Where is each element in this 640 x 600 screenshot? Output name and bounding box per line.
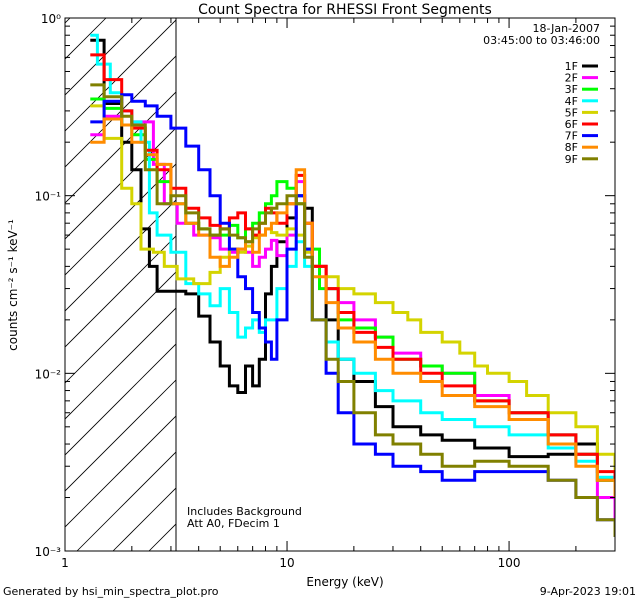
series-layer	[90, 33, 615, 537]
hatch-line	[65, 19, 176, 132]
hatch-line	[65, 307, 176, 420]
legend-label-6f: 6F	[565, 118, 578, 131]
annotation-attenuator: Att A0, FDecim 1	[187, 517, 280, 530]
legend-label-9f: 9F	[565, 153, 578, 166]
plot-frame	[64, 17, 616, 552]
chart-title: Count Spectra for RHESSI Front Segments	[198, 2, 492, 18]
y-tick-label: 10⁻³	[35, 545, 62, 559]
hatch-line	[65, 91, 176, 204]
legend-label-3f: 3F	[565, 83, 578, 96]
hatch-line	[65, 415, 176, 528]
x-axis-label: Energy (keV)	[306, 575, 383, 589]
hatch-line	[257, 18, 640, 551]
legend-label-1f: 1F	[565, 60, 578, 73]
legend-label-4f: 4F	[565, 95, 578, 108]
legend-label-8f: 8F	[565, 141, 578, 154]
series-line-8f	[90, 117, 615, 498]
annotation-background: Includes Background	[187, 505, 302, 518]
legend-label-2f: 2F	[565, 72, 578, 85]
hatch-line	[65, 55, 176, 168]
hatch-line	[65, 199, 176, 312]
hatch-line	[65, 235, 176, 348]
time-range-label: 03:45:00 to 03:46:00	[483, 34, 600, 47]
y-tick-label: 10⁰	[41, 12, 61, 26]
x-tick-label: 100	[498, 556, 521, 570]
y-tick-label: 10⁻²	[35, 367, 62, 381]
hatch-line	[65, 271, 176, 384]
series-line-4f	[90, 33, 615, 498]
y-tick-label: 10⁻¹	[35, 190, 62, 204]
hatch-line	[76, 451, 176, 551]
hatch-line	[65, 379, 176, 492]
hatch-line	[65, 163, 176, 276]
x-tick-label: 1	[61, 556, 69, 570]
x-tick-label: 10	[279, 556, 294, 570]
legend-label-5f: 5F	[565, 106, 578, 119]
x-axis-ticks: 1 10 100	[61, 18, 616, 570]
y-axis-ticks: 10⁻³ 10⁻² 10⁻¹ 10⁰	[35, 12, 615, 559]
date-label: 18-Jan-2007	[533, 22, 601, 35]
series-line-1f	[90, 38, 615, 498]
y-axis-label: counts cm⁻² s⁻¹ keV⁻¹	[6, 219, 20, 351]
footer-generated-by: Generated by hsi_min_spectra_plot.pro	[3, 585, 219, 598]
hatch-line	[65, 127, 176, 240]
legend-label-7f: 7F	[565, 130, 578, 143]
background-hatch-region	[65, 18, 640, 551]
series-line-9f	[90, 83, 615, 537]
footer-timestamp: 9-Apr-2023 19:01	[540, 585, 636, 598]
series-line-7f	[90, 93, 615, 537]
